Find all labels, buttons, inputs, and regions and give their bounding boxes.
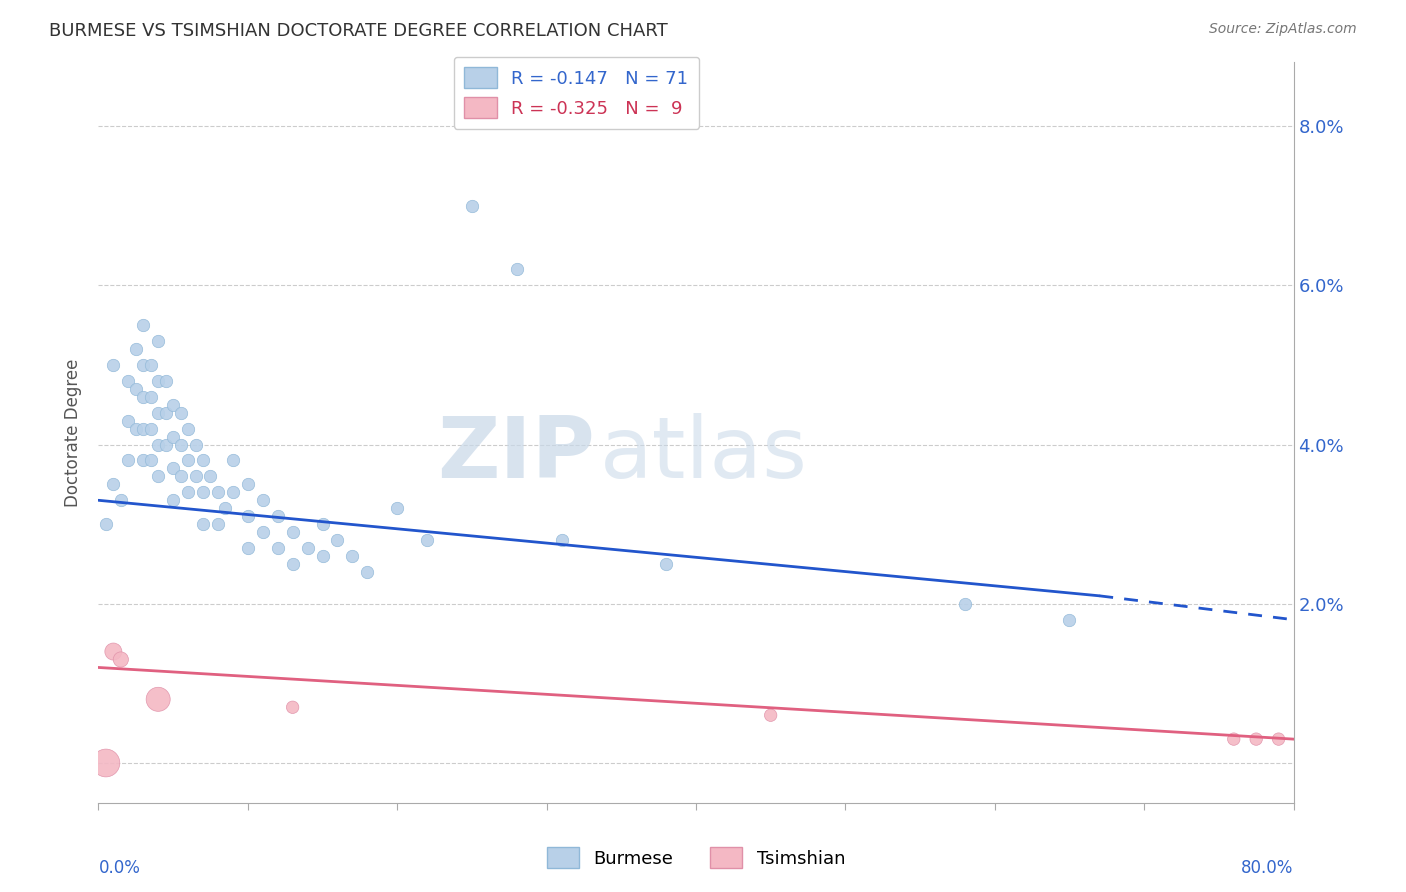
Point: [311, 549, 333, 563]
Text: atlas: atlas: [600, 413, 808, 496]
Point: [155, 437, 177, 451]
Point: [191, 517, 214, 532]
Point: [103, 358, 125, 372]
Point: [162, 429, 184, 443]
Point: [326, 533, 349, 547]
Point: [139, 390, 162, 404]
Point: [1267, 732, 1289, 747]
Point: [356, 565, 378, 579]
Point: [148, 406, 170, 420]
Point: [177, 453, 200, 467]
Point: [506, 262, 529, 277]
Point: [191, 485, 214, 500]
Point: [169, 469, 191, 483]
Point: [177, 485, 200, 500]
Point: [162, 461, 184, 475]
Point: [267, 541, 290, 555]
Text: 80.0%: 80.0%: [1241, 858, 1294, 877]
Point: [132, 390, 155, 404]
Point: [1223, 732, 1246, 747]
Point: [148, 374, 170, 388]
Point: [207, 517, 229, 532]
Point: [236, 541, 259, 555]
Point: [385, 501, 409, 516]
Point: [177, 422, 200, 436]
Point: [125, 422, 148, 436]
Point: [94, 517, 117, 532]
Point: [169, 437, 191, 451]
Point: [252, 525, 274, 540]
Point: [103, 477, 125, 491]
Point: [191, 453, 214, 467]
Point: [162, 493, 184, 508]
Point: [132, 358, 155, 372]
Point: [148, 469, 170, 483]
Point: [207, 485, 229, 500]
Point: [110, 652, 132, 666]
Point: [132, 453, 155, 467]
Point: [169, 406, 191, 420]
Text: BURMESE VS TSIMSHIAN DOCTORATE DEGREE CORRELATION CHART: BURMESE VS TSIMSHIAN DOCTORATE DEGREE CO…: [49, 22, 668, 40]
Point: [103, 644, 125, 658]
Point: [155, 374, 177, 388]
Point: [281, 525, 304, 540]
Point: [311, 517, 333, 532]
Point: [110, 493, 132, 508]
Point: [550, 533, 572, 547]
Point: [655, 557, 678, 571]
Text: ZIP: ZIP: [437, 413, 595, 496]
Point: [214, 501, 236, 516]
Point: [162, 398, 184, 412]
Point: [94, 756, 117, 770]
Point: [148, 334, 170, 348]
Point: [125, 342, 148, 356]
Y-axis label: Doctorate Degree: Doctorate Degree: [65, 359, 83, 507]
Text: Source: ZipAtlas.com: Source: ZipAtlas.com: [1209, 22, 1357, 37]
Point: [1059, 613, 1081, 627]
Point: [222, 485, 245, 500]
Text: 0.0%: 0.0%: [98, 858, 141, 877]
Point: [236, 477, 259, 491]
Point: [184, 437, 207, 451]
Point: [200, 469, 222, 483]
Point: [252, 493, 274, 508]
Point: [155, 406, 177, 420]
Point: [148, 692, 170, 706]
Point: [148, 437, 170, 451]
Point: [184, 469, 207, 483]
Legend: Burmese, Tsimshian: Burmese, Tsimshian: [540, 840, 852, 875]
Point: [132, 422, 155, 436]
Point: [342, 549, 364, 563]
Point: [1244, 732, 1267, 747]
Point: [139, 358, 162, 372]
Point: [236, 509, 259, 524]
Point: [139, 453, 162, 467]
Point: [125, 382, 148, 396]
Point: [281, 557, 304, 571]
Point: [759, 708, 782, 723]
Point: [281, 700, 304, 714]
Point: [222, 453, 245, 467]
Point: [139, 422, 162, 436]
Point: [461, 199, 484, 213]
Point: [416, 533, 439, 547]
Point: [267, 509, 290, 524]
Point: [117, 374, 139, 388]
Point: [117, 453, 139, 467]
Point: [117, 414, 139, 428]
Point: [297, 541, 319, 555]
Point: [132, 318, 155, 333]
Point: [953, 597, 976, 611]
